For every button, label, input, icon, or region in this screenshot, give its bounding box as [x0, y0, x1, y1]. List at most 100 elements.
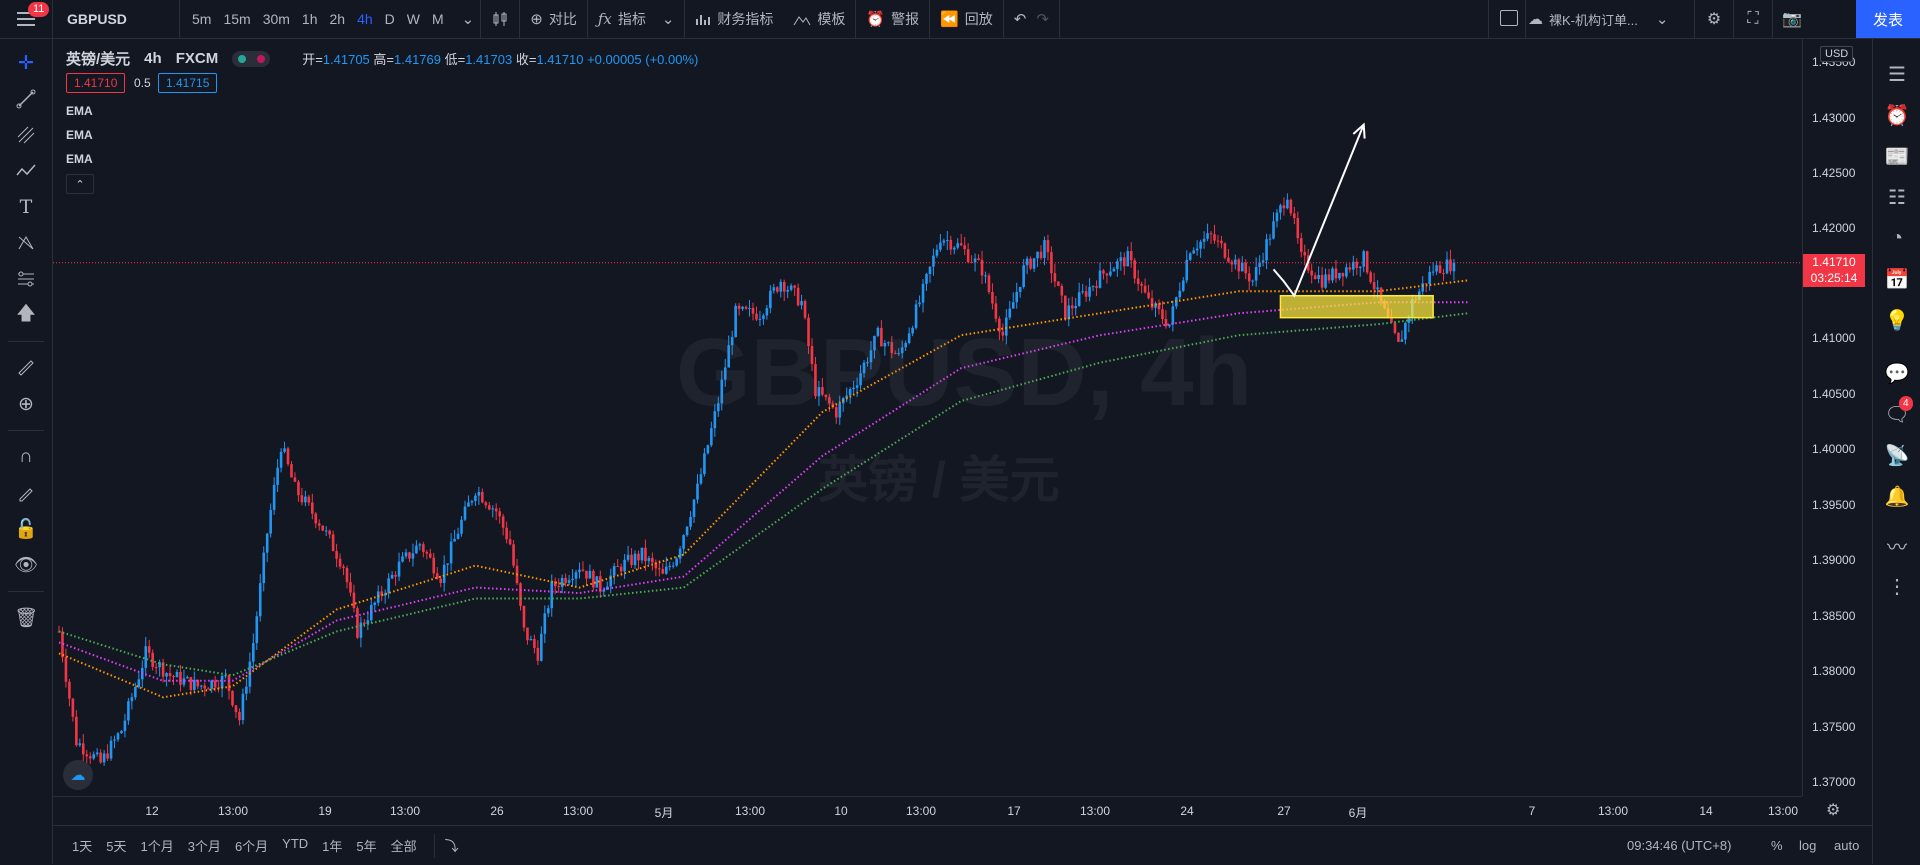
replay-button[interactable]: ⏪ 回放 [930, 0, 1003, 38]
currency-label[interactable]: USD [1820, 46, 1854, 62]
menu-icon [17, 12, 35, 26]
ruler-lines-icon[interactable] [0, 261, 52, 297]
hotlist-icon[interactable]: ◔ [1890, 227, 1904, 249]
dom-icon[interactable]: ⋮ [1887, 576, 1907, 598]
log-toggle[interactable]: log [1799, 838, 1817, 853]
ask-price-box[interactable]: 1.41715 [158, 73, 218, 93]
interval-2h[interactable]: 2h [329, 11, 346, 27]
streams-icon[interactable]: 📡 [1884, 445, 1910, 467]
layout-selector[interactable]: ☁ 裸K-机构订单... ⌄ [1528, 0, 1668, 38]
arrow-up-icon[interactable]: 🡅 [16, 303, 36, 324]
bid-price-box[interactable]: 1.41710 [66, 73, 126, 93]
interval-15m[interactable]: 15m [223, 11, 251, 27]
ema-indicator-2[interactable]: EMA [66, 128, 93, 142]
trend-line-icon[interactable] [0, 81, 52, 117]
candle-body [1251, 280, 1254, 282]
candle-body [498, 511, 501, 517]
ema-indicator-3[interactable]: EMA [66, 152, 93, 166]
range-5[interactable]: YTD [282, 836, 309, 851]
lock-pencil-icon[interactable] [0, 475, 52, 511]
candle-body [151, 652, 154, 667]
settings-icon[interactable]: ⚙ [1694, 0, 1733, 38]
redo-button[interactable]: ↷ [1036, 0, 1059, 38]
symbol-search-button[interactable]: GBPUSD [67, 11, 127, 27]
market-status-toggle[interactable] [232, 50, 271, 67]
order-panel-icon[interactable]: 〰 [1887, 537, 1907, 559]
notifications-icon[interactable]: 🔔 [1884, 486, 1910, 508]
range-6[interactable]: 1年 [322, 839, 343, 854]
alarm-icon[interactable]: ⏰ [1884, 105, 1910, 127]
candle-body [276, 467, 279, 485]
range-2[interactable]: 1个月 [140, 839, 174, 854]
candle-body [932, 255, 935, 267]
range-1[interactable]: 5天 [106, 839, 127, 854]
interval-5m[interactable]: 5m [192, 11, 212, 27]
range-4[interactable]: 6个月 [234, 839, 269, 854]
pitchfork-icon[interactable] [0, 117, 52, 153]
main-menu-button[interactable]: 11 [0, 0, 52, 38]
watchlist-icon[interactable]: ☰ [1888, 64, 1906, 86]
ruler-icon[interactable] [0, 350, 52, 386]
candle-body [456, 533, 460, 539]
candle-body [307, 496, 311, 503]
zoom-in-icon[interactable]: ⊕ [18, 393, 34, 415]
interval-M[interactable]: M [432, 11, 444, 27]
range-7[interactable]: 5年 [356, 839, 377, 854]
calendar-icon[interactable]: 📅 [1884, 269, 1910, 291]
time-tick: 13:00 [905, 804, 937, 818]
axis-settings-icon[interactable]: ⚙ [1826, 802, 1841, 819]
candle-body [179, 671, 182, 685]
magnet-icon[interactable]: ∩ [19, 446, 33, 467]
ema-indicator-1[interactable]: EMA [66, 104, 93, 118]
candle-body [567, 580, 571, 583]
collapse-legend-button[interactable]: ⌃ [66, 174, 94, 194]
publish-button[interactable]: 发表 [1856, 0, 1920, 38]
ideas-icon[interactable]: 💡 [1884, 310, 1910, 332]
fullscreen-icon[interactable]: ⛶ [1733, 0, 1772, 38]
text-tool-icon[interactable]: T [19, 196, 33, 218]
templates-button[interactable]: 模板 [783, 0, 855, 38]
range-0[interactable]: 1天 [72, 839, 93, 854]
financials-button[interactable]: 财务指标 [685, 0, 783, 38]
candle-body [852, 387, 855, 390]
undo-button[interactable]: ↶ [1004, 0, 1037, 38]
tradingview-logo[interactable]: ☁ [63, 760, 93, 790]
news-icon[interactable]: 📰 [1884, 146, 1910, 168]
chevron-down-icon[interactable]: ⌄ [661, 11, 675, 28]
fullscreen-layout-icon[interactable] [1500, 10, 1518, 26]
chevron-down-icon[interactable]: ⌄ [461, 11, 475, 28]
lock-icon[interactable]: 🔓 [14, 519, 38, 540]
candle-body [588, 570, 592, 579]
instrument-name[interactable]: 英镑/美元 [66, 51, 131, 68]
chart-type-button[interactable] [481, 0, 519, 38]
interval-1h[interactable]: 1h [301, 11, 318, 27]
interval-4h[interactable]: 4h [357, 11, 373, 27]
chat-icon[interactable]: 💬 [1884, 363, 1910, 385]
private-chat-icon[interactable]: 🗨 4 [1873, 394, 1920, 435]
compare-button[interactable]: ⊕ 对比 [520, 0, 587, 38]
node-tool-icon[interactable] [0, 225, 52, 261]
interval-30m[interactable]: 30m [262, 11, 290, 27]
pattern-icon[interactable] [0, 153, 52, 189]
data-window-icon[interactable]: ☷ [1888, 187, 1906, 209]
interval-D[interactable]: D [384, 11, 395, 27]
range-8[interactable]: 全部 [390, 839, 417, 854]
goto-date-icon[interactable]: ⤵ [444, 837, 459, 854]
auto-toggle[interactable]: auto [1834, 838, 1860, 853]
candle-body [1001, 331, 1005, 336]
indicators-button[interactable]: ƒx 指标 ⌄ [588, 0, 685, 38]
clock[interactable]: 09:34:46 (UTC+8) [1627, 838, 1732, 853]
price-axis[interactable]: 1.435001.430001.425001.420001.415001.410… [1802, 39, 1873, 796]
percent-toggle[interactable]: % [1771, 838, 1783, 853]
camera-icon[interactable]: 📷 [1772, 0, 1811, 38]
range-3[interactable]: 3个月 [187, 839, 221, 854]
interval-W[interactable]: W [406, 11, 420, 27]
candle-body [175, 671, 179, 678]
trash-icon[interactable]: 🗑 [13, 608, 39, 629]
price-chart[interactable] [53, 39, 1802, 796]
alert-button[interactable]: ⏰ 警报 [856, 0, 929, 38]
crosshair-icon[interactable]: ✛ [18, 52, 34, 74]
candle-body [1102, 270, 1105, 274]
time-axis[interactable]: 12 13:00 19 13:00 26 13:00 5月 13:00 10 13:00 17 13:… [53, 796, 1802, 825]
eye-icon[interactable]: 👁 [13, 555, 39, 576]
